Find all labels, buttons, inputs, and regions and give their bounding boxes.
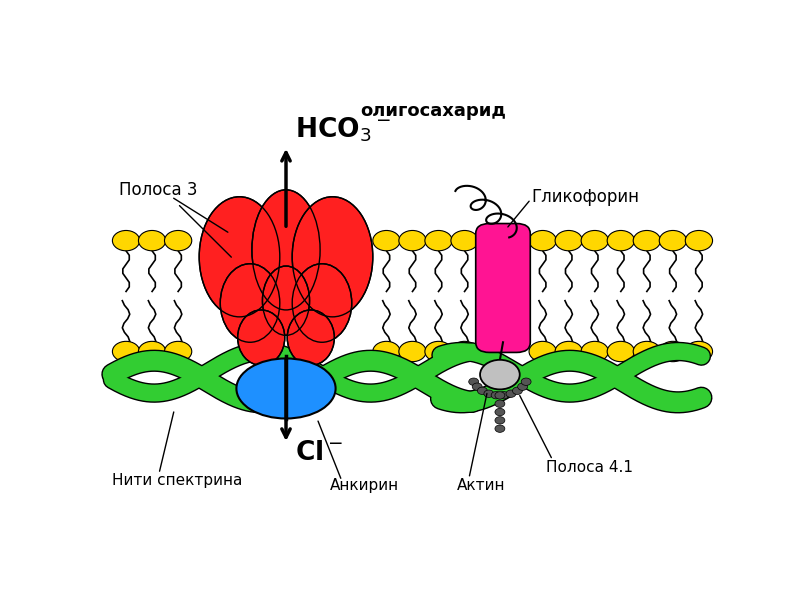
Circle shape — [633, 341, 661, 362]
Ellipse shape — [238, 310, 285, 365]
Circle shape — [555, 341, 582, 362]
Circle shape — [495, 425, 505, 433]
Circle shape — [659, 230, 686, 251]
Circle shape — [506, 390, 516, 397]
Circle shape — [491, 392, 501, 399]
Circle shape — [686, 230, 713, 251]
Text: Гликофорин: Гликофорин — [531, 188, 639, 206]
Ellipse shape — [292, 197, 373, 317]
Circle shape — [373, 341, 400, 362]
Circle shape — [165, 341, 192, 362]
Circle shape — [138, 230, 166, 251]
Circle shape — [498, 392, 509, 399]
Ellipse shape — [262, 266, 310, 335]
Circle shape — [478, 387, 487, 394]
Text: Нити спектрина: Нити спектрина — [112, 473, 242, 488]
Ellipse shape — [252, 190, 320, 310]
Circle shape — [686, 341, 713, 362]
Circle shape — [529, 341, 556, 362]
Text: HCO$_3$$^-$: HCO$_3$$^-$ — [295, 115, 391, 144]
Circle shape — [607, 230, 634, 251]
Ellipse shape — [220, 264, 280, 342]
Circle shape — [480, 360, 520, 389]
Circle shape — [607, 341, 634, 362]
Circle shape — [112, 341, 140, 362]
Circle shape — [399, 230, 426, 251]
Ellipse shape — [199, 197, 280, 317]
Circle shape — [633, 230, 661, 251]
Text: Полоса 3: Полоса 3 — [118, 181, 197, 199]
Circle shape — [529, 230, 556, 251]
Circle shape — [165, 230, 192, 251]
Circle shape — [581, 341, 608, 362]
Circle shape — [495, 392, 505, 399]
Circle shape — [451, 341, 478, 362]
Circle shape — [138, 341, 166, 362]
Text: Полоса 4.1: Полоса 4.1 — [546, 460, 634, 475]
Circle shape — [518, 383, 527, 391]
Circle shape — [495, 400, 505, 407]
Ellipse shape — [287, 310, 334, 365]
Circle shape — [472, 383, 482, 391]
Circle shape — [425, 230, 452, 251]
Circle shape — [495, 416, 505, 424]
Text: олигосахарид: олигосахарид — [360, 102, 506, 120]
Circle shape — [399, 341, 426, 362]
Ellipse shape — [237, 358, 336, 419]
Circle shape — [451, 230, 478, 251]
Circle shape — [659, 341, 686, 362]
Circle shape — [112, 230, 140, 251]
Circle shape — [521, 378, 531, 385]
Circle shape — [581, 230, 608, 251]
Circle shape — [425, 341, 452, 362]
Ellipse shape — [292, 264, 352, 342]
Text: Актин: Актин — [457, 478, 505, 493]
Circle shape — [555, 230, 582, 251]
Circle shape — [484, 390, 494, 397]
Circle shape — [495, 409, 505, 416]
Text: Анкирин: Анкирин — [330, 478, 398, 493]
Text: Cl$^-$: Cl$^-$ — [295, 440, 343, 466]
Circle shape — [513, 387, 522, 394]
Circle shape — [469, 378, 478, 385]
FancyBboxPatch shape — [476, 224, 530, 352]
Circle shape — [373, 230, 400, 251]
